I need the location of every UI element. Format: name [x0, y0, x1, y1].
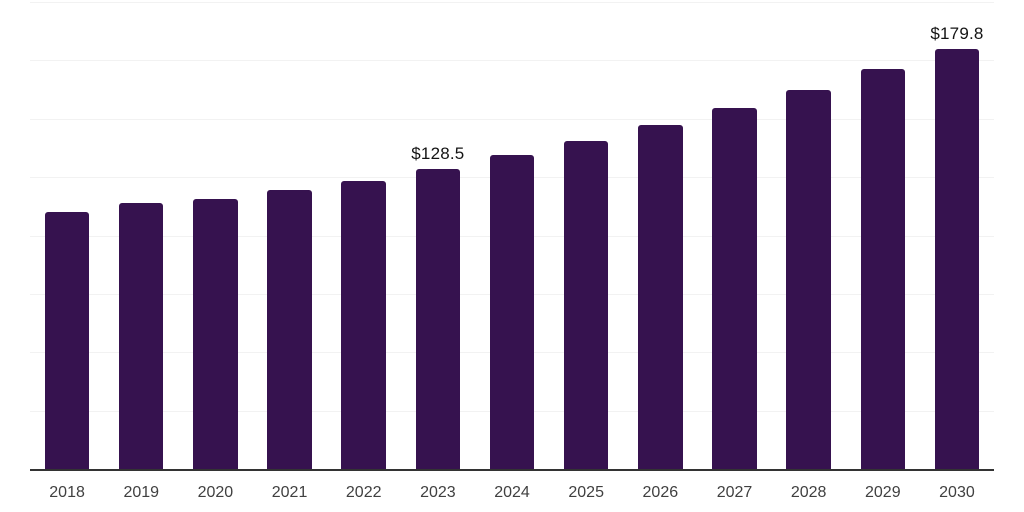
gridline-150 [30, 118, 994, 120]
bar-2025 [563, 141, 609, 469]
x-axis-label-2021: 2021 [271, 484, 308, 501]
gridline-200 [30, 2, 994, 3]
x-axis-label-2026: 2026 [642, 484, 679, 501]
x-axis-label-2022: 2022 [345, 484, 382, 501]
bar-2020 [193, 199, 238, 469]
bar-slot-2021 [252, 2, 326, 469]
x-axis-label-2019: 2019 [123, 484, 160, 501]
x-axis-label-2029: 2029 [865, 484, 901, 501]
bar-value-label-2030: $179.8 [930, 24, 984, 44]
bar-slot-2019 [104, 2, 178, 469]
x-axis-labels: 2018 2019 2020 2021 2022 2023 2024 2025 2026 2027… [30, 484, 994, 502]
bar-2029 [860, 69, 906, 469]
bar-2030: $179.8 [930, 24, 983, 469]
bar-2026 [638, 124, 683, 469]
bar-2019 [118, 203, 164, 469]
x-axis-label-2027: 2027 [716, 484, 753, 501]
bars-row: $128.5 $179.8 [30, 2, 994, 469]
bar-2024 [489, 154, 535, 469]
x-axis-label-2020: 2020 [197, 484, 234, 501]
bar-2022 [341, 180, 386, 469]
x-axis-label-2028: 2028 [790, 484, 827, 501]
x-axis-label-2023: 2023 [420, 484, 456, 501]
x-axis-label-2024: 2024 [494, 484, 530, 501]
bar-slot-2028 [772, 2, 846, 469]
bar-slot-2027 [697, 2, 771, 469]
bar-2028 [786, 89, 831, 469]
bar-2023: $128.5 [411, 144, 464, 469]
gridline-175 [30, 60, 994, 62]
bar-slot-2020 [178, 2, 252, 469]
bar-2021 [267, 190, 312, 469]
bar-slot-2029 [846, 2, 920, 469]
bar-value-label-2023: $128.5 [411, 143, 465, 163]
x-axis-label-2018: 2018 [49, 484, 85, 501]
bar-slot-2025 [549, 2, 623, 469]
bar-slot-2030: $179.8 [920, 2, 994, 469]
x-axis-label-2025: 2025 [568, 484, 604, 501]
bar-slot-2026 [623, 2, 697, 469]
bar-slot-2024 [475, 2, 549, 469]
x-axis-label-2030: 2030 [939, 484, 975, 501]
bar-slot-2018 [30, 2, 104, 469]
bar-2027 [712, 108, 757, 469]
bar-slot-2023: $128.5 [401, 2, 475, 469]
bar-slot-2022 [327, 2, 401, 469]
plot-area: $128.5 $179.8 [30, 2, 994, 471]
bar-2018 [44, 211, 90, 469]
